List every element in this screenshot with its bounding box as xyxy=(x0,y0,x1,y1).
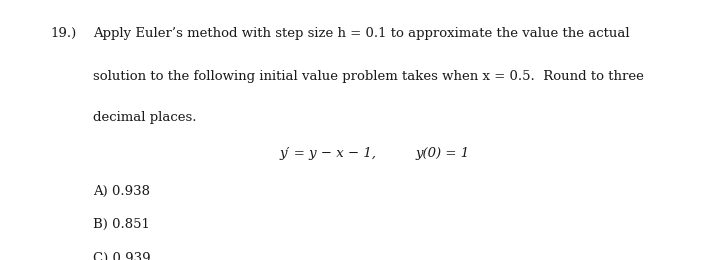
Text: C) 0.939: C) 0.939 xyxy=(93,252,150,260)
Text: B) 0.851: B) 0.851 xyxy=(93,218,150,231)
Text: decimal places.: decimal places. xyxy=(93,110,197,124)
Text: solution to the following initial value problem takes when x = 0.5.  Round to th: solution to the following initial value … xyxy=(93,70,644,83)
Text: Apply Euler’s method with step size h = 0.1 to approximate the value the actual: Apply Euler’s method with step size h = … xyxy=(93,27,629,40)
Text: 19.): 19.) xyxy=(50,27,77,40)
Text: y′ = y − x − 1,: y′ = y − x − 1, xyxy=(279,147,376,160)
Text: y(0) = 1: y(0) = 1 xyxy=(415,147,470,160)
Text: A) 0.938: A) 0.938 xyxy=(93,185,150,198)
